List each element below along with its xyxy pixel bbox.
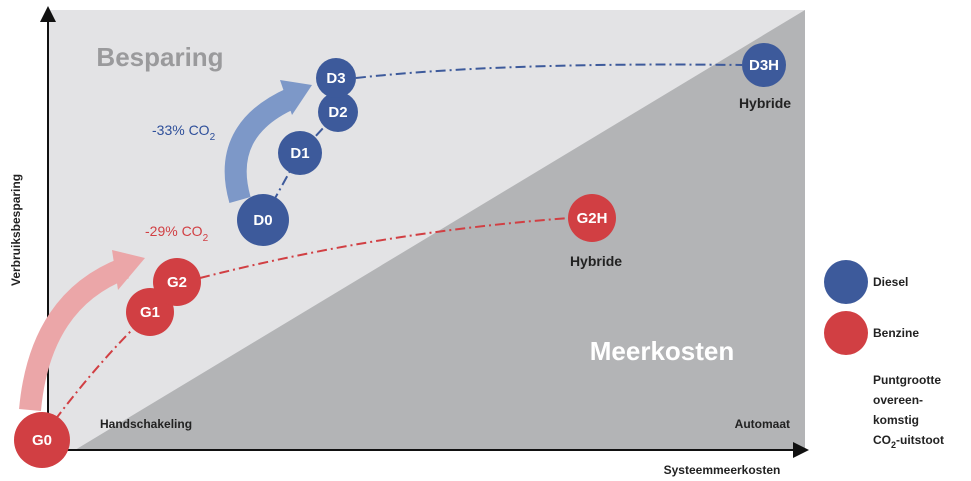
note: overeen- — [873, 393, 923, 407]
node — [316, 58, 356, 98]
region-label: Besparing — [96, 42, 223, 72]
path-line — [355, 63, 743, 79]
legend-swatch — [824, 311, 868, 355]
node — [237, 194, 289, 246]
node-label: D2 — [328, 104, 347, 121]
arrow-label: -33% CO2 — [152, 122, 216, 143]
hybrid-label: Hybride — [739, 95, 791, 111]
cost-region — [75, 10, 805, 450]
node-label: D3 — [326, 70, 345, 87]
region-label: Meerkosten — [590, 336, 735, 366]
arrow — [224, 87, 297, 204]
node-label: D1 — [290, 145, 309, 162]
note: komstig — [873, 413, 919, 427]
node — [742, 43, 786, 87]
note: Puntgrootte — [873, 373, 941, 387]
axis-note: Automaat — [735, 417, 790, 431]
node — [153, 258, 201, 306]
node-label: D0 — [253, 212, 272, 229]
axis-note: Handschakeling — [100, 417, 192, 431]
node — [278, 131, 322, 175]
arrow-label: -29% CO2 — [145, 223, 209, 244]
node-label: G1 — [140, 304, 160, 321]
node-label: G2 — [167, 274, 187, 291]
node-label: D3H — [749, 57, 779, 74]
legend-label: Diesel — [873, 275, 908, 289]
arrow — [19, 257, 130, 412]
x-axis-label: Systeemmeerkosten — [664, 463, 781, 477]
legend-swatch — [824, 260, 868, 304]
hybrid-label: Hybride — [570, 253, 622, 269]
arrowhead — [112, 250, 145, 290]
nodes: G0 G1 G2 G2H D0 D1 D2 D3 D3H — [14, 43, 786, 468]
note: CO2-uitstoot — [873, 433, 944, 450]
node-label: G0 — [32, 432, 52, 449]
arrowhead — [280, 80, 312, 115]
node — [568, 194, 616, 242]
node — [14, 412, 70, 468]
legend-label: Benzine — [873, 326, 919, 340]
path-line — [199, 217, 571, 279]
node-label: G2H — [577, 210, 608, 227]
node — [318, 92, 358, 132]
y-axis-label: Verbruiksbesparing — [9, 174, 23, 286]
